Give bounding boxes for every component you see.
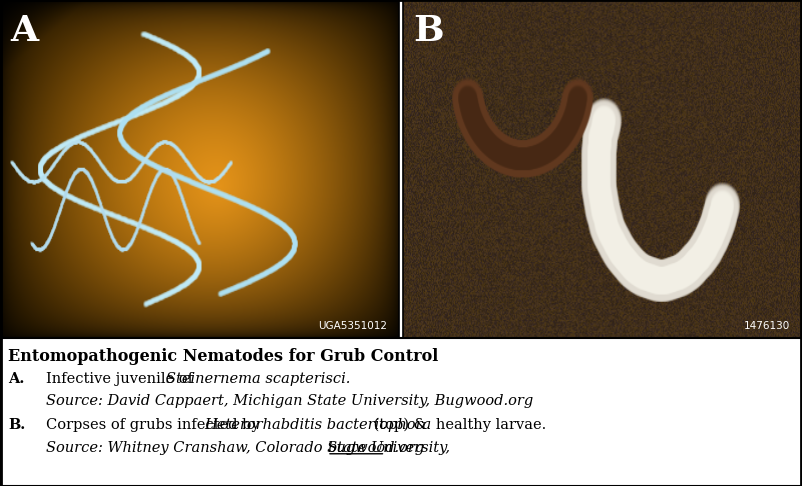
- Text: Heterorhabditis bacteriophora: Heterorhabditis bacteriophora: [205, 418, 431, 432]
- Text: Steinernema scapterisci.: Steinernema scapterisci.: [166, 372, 350, 386]
- Text: Infective juvenile of: Infective juvenile of: [46, 372, 197, 386]
- Text: A: A: [10, 14, 38, 48]
- Text: (top) &  healthy larvae.: (top) & healthy larvae.: [369, 418, 546, 432]
- Text: bugwood.org: bugwood.org: [327, 441, 424, 455]
- Text: Corpses of grubs infected by: Corpses of grubs infected by: [46, 418, 264, 432]
- Text: Source: Whitney Cranshaw, Colorado State University,: Source: Whitney Cranshaw, Colorado State…: [46, 441, 455, 455]
- Text: UGA5351012: UGA5351012: [318, 321, 387, 331]
- Text: A.: A.: [8, 372, 24, 386]
- Text: Entomopathogenic Nematodes for Grub Control: Entomopathogenic Nematodes for Grub Cont…: [8, 348, 438, 365]
- Text: B: B: [413, 14, 444, 48]
- Text: Source: David Cappaert, Michigan State University, Bugwood.org: Source: David Cappaert, Michigan State U…: [46, 394, 533, 408]
- Text: 1476130: 1476130: [743, 321, 790, 331]
- Text: B.: B.: [8, 418, 25, 432]
